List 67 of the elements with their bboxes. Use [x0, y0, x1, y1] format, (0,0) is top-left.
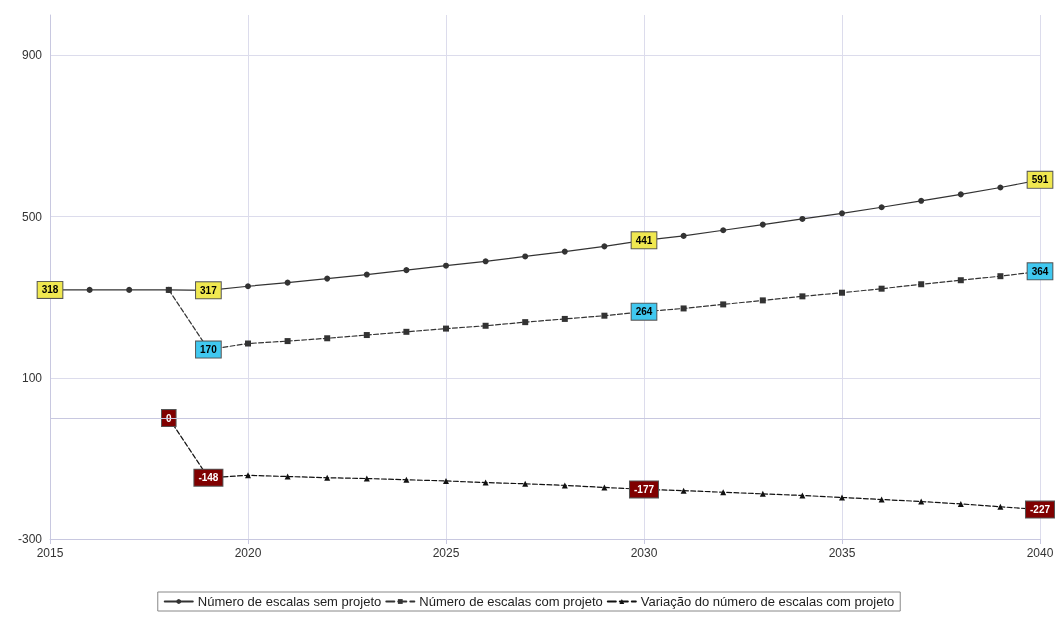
point — [561, 248, 568, 255]
point — [245, 340, 251, 347]
point — [403, 267, 410, 274]
point — [680, 487, 687, 494]
point — [443, 477, 449, 484]
point — [918, 498, 925, 505]
point — [839, 289, 845, 296]
point — [839, 494, 845, 501]
point — [878, 285, 885, 292]
point — [86, 286, 93, 293]
point — [957, 277, 964, 284]
point — [799, 293, 806, 300]
point — [997, 184, 1004, 191]
point — [522, 319, 529, 326]
y-tick-label: 100 — [21, 370, 43, 385]
point — [245, 472, 251, 479]
point — [482, 322, 489, 329]
point — [918, 281, 925, 288]
point — [403, 476, 410, 483]
point — [759, 490, 766, 497]
point — [759, 297, 766, 304]
legend-label: Número de escalas sem projeto — [197, 594, 382, 609]
point — [720, 227, 727, 234]
point — [522, 480, 529, 487]
point — [482, 258, 489, 265]
legend-label: Variação do número de escalas com projeto — [640, 594, 895, 609]
x-tick-label: 2030 — [630, 546, 658, 560]
point — [482, 479, 489, 486]
point — [363, 332, 370, 339]
point — [601, 243, 608, 250]
y-tick-label: -300 — [17, 532, 43, 546]
point — [680, 232, 687, 239]
point — [443, 262, 449, 269]
point — [561, 315, 568, 322]
point — [284, 279, 291, 286]
point — [878, 204, 885, 211]
point — [839, 210, 845, 217]
point — [324, 335, 331, 342]
point — [799, 215, 806, 222]
point — [443, 325, 449, 332]
legend-label: Número de escalas com projeto — [419, 594, 603, 609]
point — [324, 275, 331, 282]
point — [284, 338, 291, 345]
point — [759, 221, 766, 228]
point — [957, 500, 964, 507]
y-tick-label: 500 — [21, 209, 43, 224]
point — [997, 273, 1004, 280]
point — [957, 191, 964, 198]
point — [126, 286, 133, 293]
point — [284, 473, 291, 480]
point — [997, 503, 1004, 510]
x-tick-label: 2040 — [1026, 546, 1054, 560]
point — [601, 312, 608, 319]
y-tick-label: 900 — [21, 48, 43, 63]
x-tick-label: 2020 — [234, 546, 262, 560]
point — [324, 474, 331, 481]
point — [363, 475, 370, 482]
x-tick-label: 2025 — [432, 546, 460, 560]
x-tick-label: 2015 — [36, 546, 64, 560]
point — [918, 197, 925, 204]
point — [522, 253, 529, 260]
point — [363, 271, 370, 278]
point — [403, 328, 410, 335]
point — [245, 283, 251, 290]
point — [720, 301, 727, 308]
x-tick-label: 2035 — [828, 546, 856, 560]
point — [680, 305, 687, 312]
